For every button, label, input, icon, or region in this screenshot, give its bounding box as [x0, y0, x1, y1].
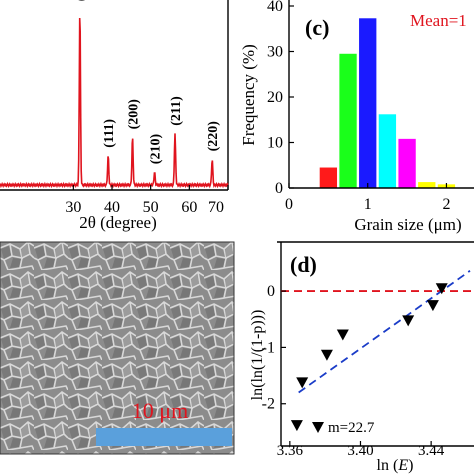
grain-size-x-axis-label: Grain size (μm): [354, 215, 461, 234]
grain-size-y-tick-label: 0: [275, 180, 283, 197]
histogram-bar: [359, 18, 377, 188]
weibull-x-tick-label: 3.36: [277, 443, 304, 459]
data-point: [296, 377, 309, 389]
histogram-bar: [378, 114, 397, 188]
xrd-x-tick-label: 70: [208, 199, 224, 216]
weibull-y-tick-label: 0: [267, 283, 275, 300]
sem-micrograph: [0, 242, 234, 454]
grain-size-panel: 0 10 20 30 40 0 1 2 (c) Mean=1 Frequency (%) Gr…: [239, 0, 474, 234]
grain-size-y-tick-label: 40: [267, 0, 283, 15]
xrd-plot: (110) (111) (200) (210) (211) (220): [0, 0, 229, 191]
xrd-peak-label: (211): [169, 96, 184, 126]
grain-size-x-tick-label: 0: [285, 196, 293, 213]
xrd-x-tick-label: 50: [143, 199, 159, 216]
xrd-x-tick-label: 30: [65, 199, 81, 216]
xrd-x-axis-label: 2θ (degree): [79, 213, 157, 232]
grain-size-y-tick-label: 30: [267, 44, 283, 61]
weibull-y-tick-label: -1: [262, 339, 275, 356]
weibull-y-axis-label: ln(ln(1/(1-p))): [249, 310, 266, 401]
xrd-trace: [0, 17, 229, 189]
modulus-annotation: m=22.7: [328, 420, 375, 436]
scale-bar-label: 10 μm: [132, 398, 188, 423]
grain-size-y-tick-label: 20: [267, 89, 283, 106]
histogram-bar: [339, 53, 357, 189]
data-point: [426, 300, 439, 312]
sem-panel: 10 μm: [0, 241, 235, 455]
grain-size-x-tick-label: 1: [364, 196, 372, 213]
weibull-x-tick-labels: 3.36 3.40 3.44: [277, 443, 445, 459]
scale-bar: [96, 428, 232, 446]
grain-size-plot: 0 10 20 30 40 0 1 2: [267, 0, 474, 213]
xrd-peak-label: (111): [102, 119, 117, 148]
weibull-x-axis-label: ln (E): [377, 457, 414, 474]
weibull-panel: -2 -1 0 3.36 3.40 3.44 (d) m=22.7 ln(ln(1/(1-…: [249, 241, 474, 474]
grain-size-y-axis-label: Frequency (%): [239, 44, 258, 146]
weibull-plot: -2 -1 0 3.36 3.40 3.44: [262, 241, 474, 459]
xrd-peak-label: (110): [74, 0, 89, 1]
xrd-peak-label: (200): [127, 99, 142, 130]
xrd-panel: (110) (111) (200) (210) (211) (220) 2θ (degre…: [0, 0, 229, 232]
mean-annotation: Mean=1: [410, 11, 467, 30]
grain-size-y-tick-label: 10: [267, 135, 283, 152]
data-point: [402, 315, 415, 327]
histogram-bar: [319, 167, 338, 188]
xrd-peak-label: (210): [149, 134, 164, 165]
data-point: [435, 283, 448, 295]
xrd-x-tick-label: 60: [181, 199, 197, 216]
histogram-bar: [418, 182, 436, 188]
xrd-x-tick-labels: 30 40 50 60 70: [65, 199, 224, 216]
panel-c-label: (c): [305, 15, 329, 40]
data-point: [290, 420, 303, 432]
xrd-x-tick-label: 40: [104, 199, 120, 216]
data-point: [320, 349, 333, 361]
data-point: [336, 329, 349, 341]
grain-size-x-tick-label: 2: [442, 196, 450, 213]
legend-marker: [312, 422, 324, 433]
weibull-y-tick-label: -2: [262, 396, 275, 413]
sem-border: [0, 241, 235, 455]
weibull-x-tick-label: 3.40: [347, 443, 373, 459]
weibull-x-tick-label: 3.44: [418, 443, 445, 459]
histogram-bar: [398, 138, 416, 188]
panel-d-label: (d): [290, 252, 317, 277]
xrd-peak-label: (220): [206, 121, 221, 152]
